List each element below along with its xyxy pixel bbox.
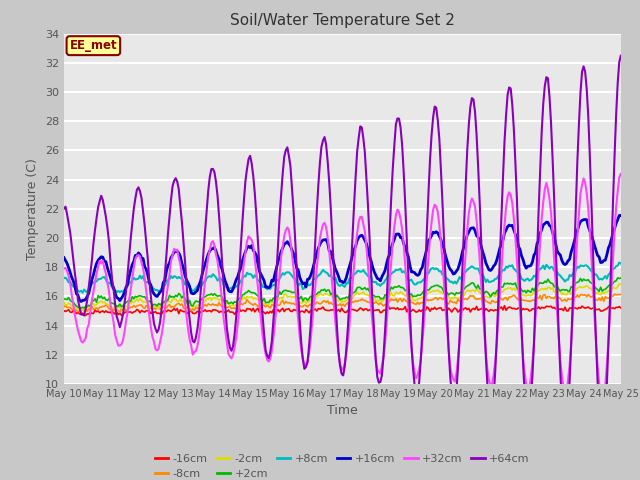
Title: Soil/Water Temperature Set 2: Soil/Water Temperature Set 2 bbox=[230, 13, 455, 28]
X-axis label: Time: Time bbox=[327, 405, 358, 418]
Text: EE_met: EE_met bbox=[70, 39, 117, 52]
Y-axis label: Temperature (C): Temperature (C) bbox=[26, 158, 39, 260]
Legend: -16cm, -8cm, -2cm, +2cm, +8cm, +16cm, +32cm, +64cm: -16cm, -8cm, -2cm, +2cm, +8cm, +16cm, +3… bbox=[150, 449, 534, 480]
